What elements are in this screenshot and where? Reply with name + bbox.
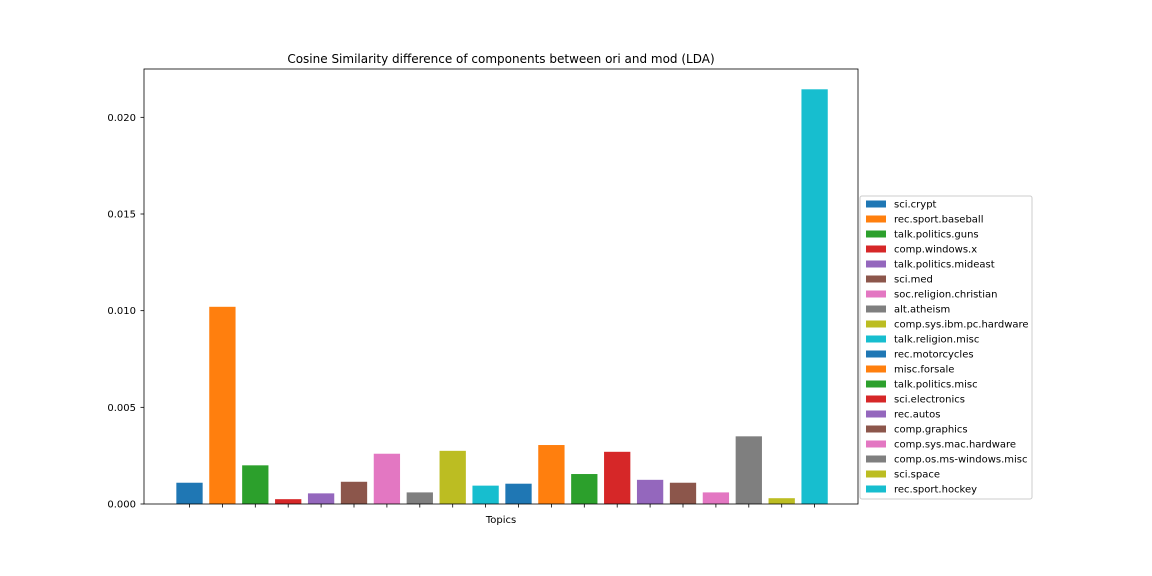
legend-swatch <box>866 455 886 463</box>
legend-label: soc.religion.christian <box>894 290 997 301</box>
bar-sci-med <box>340 481 368 504</box>
legend-swatch <box>866 200 886 208</box>
bar-rec-autos <box>636 479 664 504</box>
legend-item-talk-politics-mideast: talk.politics.mideast <box>866 260 995 271</box>
legend-label: comp.windows.x <box>894 245 977 256</box>
bar-sci-electronics <box>604 451 631 504</box>
bars-layer <box>176 89 828 505</box>
legend-swatch <box>866 290 886 298</box>
y-tick-label: 0.015 <box>107 210 136 221</box>
bar-comp-os-ms-windows-misc <box>735 436 762 504</box>
bar-comp-graphics <box>669 482 697 504</box>
legend-item-rec-autos: rec.autos <box>866 410 940 421</box>
legend-label: alt.atheism <box>894 305 950 316</box>
y-tick-label: 0.005 <box>107 403 136 414</box>
legend-label: talk.politics.misc <box>894 380 978 391</box>
bar-comp-sys-mac-hardware <box>702 492 730 504</box>
legend-item-rec-sport-baseball: rec.sport.baseball <box>866 215 983 226</box>
legend-label: sci.crypt <box>894 200 937 211</box>
legend-swatch <box>866 440 886 448</box>
x-axis-label: Topics <box>485 515 516 526</box>
legend-label: rec.autos <box>894 410 940 421</box>
legend-label: comp.sys.ibm.pc.hardware <box>894 320 1029 331</box>
legend-label: talk.politics.mideast <box>894 260 995 271</box>
y-axis-ticks: 0.000 0.005 0.010 0.015 0.020 <box>107 113 144 511</box>
x-axis-ticks <box>189 504 815 508</box>
legend-item-sci-space: sci.space <box>866 470 940 481</box>
plot-frame <box>143 68 859 505</box>
legend-swatch <box>866 215 886 223</box>
legend-item-comp-sys-ibm-pc-hardware: comp.sys.ibm.pc.hardware <box>866 320 1029 331</box>
legend-swatch <box>866 260 886 268</box>
legend-label: comp.graphics <box>894 425 968 436</box>
bar-comp-windows-x <box>275 499 302 504</box>
legend-item-soc-religion-christian: soc.religion.christian <box>866 290 997 301</box>
legend-swatch <box>866 485 886 493</box>
legend-label: misc.forsale <box>894 365 954 376</box>
legend-swatch <box>866 395 886 403</box>
legend-swatch <box>866 350 886 358</box>
legend-item-misc-forsale: misc.forsale <box>866 365 954 376</box>
legend-item-comp-graphics: comp.graphics <box>866 425 968 436</box>
bar-rec-sport-hockey <box>801 89 828 505</box>
legend-item-rec-sport-hockey: rec.sport.hockey <box>866 485 977 496</box>
legend-label: sci.electronics <box>894 395 965 406</box>
bar-sci-space <box>768 498 795 504</box>
bar-talk-religion-misc <box>472 485 499 504</box>
legend-item-sci-crypt: sci.crypt <box>866 200 937 211</box>
bar-sci-crypt <box>176 482 203 504</box>
legend: sci.crypt rec.sport.baseball talk.politics… <box>859 195 1033 500</box>
legend-label: rec.motorcycles <box>894 350 974 361</box>
axes-layer <box>143 68 859 505</box>
legend-swatch <box>866 230 886 238</box>
legend-item-sci-electronics: sci.electronics <box>866 395 965 406</box>
y-tick-label: 0.010 <box>107 306 136 317</box>
legend-label: sci.med <box>894 275 933 286</box>
legend-label: comp.os.ms-windows.misc <box>894 455 1028 466</box>
legend-item-rec-motorcycles: rec.motorcycles <box>866 350 974 361</box>
legend-item-talk-politics-misc: talk.politics.misc <box>866 380 978 391</box>
bar-soc-religion-christian <box>373 453 401 504</box>
chart-title: Cosine Similarity difference of componen… <box>287 52 714 66</box>
bar-misc-forsale <box>538 445 565 504</box>
legend-item-sci-med: sci.med <box>866 275 933 286</box>
legend-frame <box>859 195 1033 500</box>
legend-item-talk-religion-misc: talk.religion.misc <box>866 335 979 346</box>
legend-swatch <box>866 335 886 343</box>
legend-swatch <box>866 320 886 328</box>
legend-label: sci.space <box>894 470 940 481</box>
legend-swatch <box>866 365 886 373</box>
bar-comp-sys-ibm-pc-hardware <box>439 450 466 504</box>
legend-swatch <box>866 470 886 478</box>
legend-swatch <box>866 425 886 433</box>
legend-item-talk-politics-guns: talk.politics.guns <box>866 230 979 241</box>
legend-label: rec.sport.hockey <box>894 485 977 496</box>
bar-rec-motorcycles <box>505 483 532 504</box>
legend-swatch <box>866 410 886 418</box>
bar-talk-politics-misc <box>571 474 598 504</box>
y-tick-label: 0.000 <box>107 500 136 511</box>
legend-swatch <box>866 380 886 388</box>
legend-swatch <box>866 275 886 283</box>
bar-talk-politics-mideast <box>307 493 335 504</box>
bar-rec-sport-baseball <box>209 306 236 504</box>
legend-item-comp-sys-mac-hardware: comp.sys.mac.hardware <box>866 440 1016 451</box>
legend-swatch <box>866 305 886 313</box>
legend-label: talk.religion.misc <box>894 335 979 346</box>
legend-label: rec.sport.baseball <box>894 215 983 226</box>
legend-label: talk.politics.guns <box>894 230 979 241</box>
bar-alt-atheism <box>406 492 433 504</box>
legend-item-alt-atheism: alt.atheism <box>866 305 950 316</box>
legend-item-comp-windows-x: comp.windows.x <box>866 245 977 256</box>
y-tick-label: 0.020 <box>107 113 136 124</box>
bar-talk-politics-guns <box>242 465 269 504</box>
legend-item-comp-os-ms-windows-misc: comp.os.ms-windows.misc <box>866 455 1028 466</box>
legend-swatch <box>866 245 886 253</box>
legend-label: comp.sys.mac.hardware <box>894 440 1016 451</box>
